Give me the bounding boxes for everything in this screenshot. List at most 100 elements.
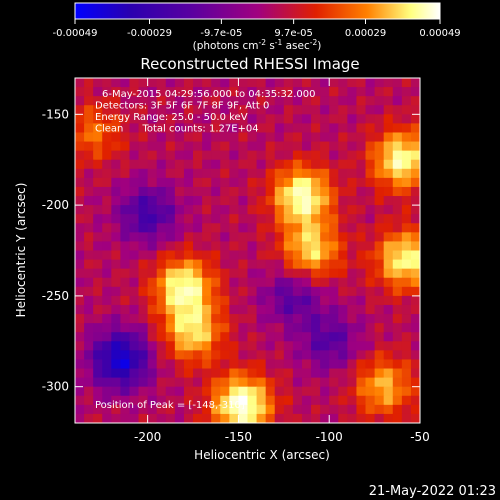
heatmap-cell (374, 323, 385, 333)
heatmap-cell (283, 295, 294, 306)
heatmap-cell (220, 87, 230, 97)
heatmap-cell (356, 286, 367, 297)
heatmap-cell (274, 168, 285, 179)
heatmap-cell (102, 359, 112, 370)
heatmap-cell (84, 413, 94, 423)
heatmap-cell (211, 105, 221, 115)
heatmap-cell (202, 150, 212, 161)
heatmap-cell (329, 286, 339, 297)
heatmap-cell (147, 78, 158, 88)
heatmap-cell (320, 132, 330, 143)
heatmap-cell (283, 232, 294, 243)
heatmap-cell (292, 150, 303, 161)
heatmap-cell (256, 123, 267, 134)
heatmap-cell (338, 295, 348, 306)
heatmap-cell (120, 359, 131, 370)
heatmap-cell (311, 96, 321, 106)
heatmap-cell (165, 359, 176, 370)
heatmap-cell (383, 386, 394, 397)
heatmap-cell (274, 350, 285, 361)
heatmap-cell (84, 259, 94, 270)
heatmap-cell (320, 114, 330, 124)
heatmap-cell (84, 268, 94, 279)
heatmap-cell (320, 377, 330, 388)
heatmap-cell (220, 404, 230, 415)
heatmap-cell (311, 413, 321, 423)
heatmap-cell (283, 368, 294, 379)
heatmap-cell (238, 323, 249, 333)
heatmap-cell (301, 150, 312, 161)
colorbar-tick-label: -0.00029 (127, 28, 172, 39)
heatmap-cell (356, 323, 367, 333)
heatmap-cell (75, 332, 85, 342)
heatmap-cell (292, 141, 303, 152)
heatmap-cell (165, 223, 176, 233)
heatmap-cell (229, 413, 240, 423)
heatmap-cell (220, 341, 230, 351)
heatmap-cell (338, 132, 348, 143)
heatmap-cell (410, 132, 420, 143)
heatmap-cell (229, 205, 240, 215)
heatmap-cell (120, 250, 131, 261)
heatmap-cell (365, 205, 376, 215)
heatmap-cell (165, 205, 176, 215)
heatmap-cell (174, 78, 185, 88)
heatmap-cell (374, 386, 385, 397)
heatmap-cell (338, 168, 348, 179)
heatmap-cell (238, 314, 249, 324)
heatmap-cell (75, 114, 85, 124)
heatmap-cell (174, 132, 185, 143)
heatmap-cell (356, 350, 367, 361)
heatmap-cell (247, 323, 258, 333)
heatmap-cell (229, 132, 240, 143)
heatmap-cell (238, 395, 249, 406)
heatmap-cell (75, 250, 85, 261)
heatmap-cell (165, 214, 176, 224)
heatmap-cell (111, 368, 121, 379)
heatmap-cell (410, 96, 420, 106)
heatmap-cell (247, 377, 258, 388)
heatmap-cell (84, 341, 94, 351)
heatmap-cell (301, 286, 312, 297)
heatmap-cell (165, 123, 176, 134)
heatmap-cell (174, 332, 185, 342)
heatmap-cell (256, 259, 267, 270)
heatmap-cell (347, 105, 358, 115)
heatmap-cell (301, 132, 312, 143)
heatmap-cell (75, 159, 85, 170)
heatmap-cell (229, 78, 240, 88)
heatmap-cell (211, 96, 221, 106)
heatmap-cell (229, 286, 240, 297)
heatmap-cell (311, 259, 321, 270)
heatmap-cell (265, 314, 276, 324)
heatmap-cell (156, 404, 167, 415)
heatmap-cell (102, 332, 112, 342)
heatmap-cell (75, 232, 85, 243)
heatmap-cell (102, 105, 112, 115)
heatmap-cell (165, 295, 176, 306)
heatmap-cell (383, 132, 394, 143)
heatmap-cell (311, 323, 321, 333)
heatmap-cell (365, 250, 376, 261)
heatmap-cell (356, 114, 367, 124)
heatmap-cell (238, 105, 249, 115)
heatmap-cell (320, 304, 330, 315)
heatmap-cell (374, 304, 385, 315)
heatmap-cell (183, 286, 194, 297)
heatmap-cell (401, 314, 412, 324)
heatmap-cell (374, 105, 385, 115)
heatmap-cell (283, 386, 294, 397)
heatmap-cell (311, 123, 321, 134)
heatmap-cell (174, 196, 185, 206)
heatmap-cell (247, 386, 258, 397)
heatmap-cell (220, 241, 230, 252)
heatmap-cell (138, 250, 149, 261)
heatmap-cell (102, 413, 112, 423)
heatmap-cell (320, 141, 330, 152)
heatmap-cell (374, 277, 385, 288)
heatmap-cell (202, 159, 212, 170)
heatmap-cell (311, 277, 321, 288)
heatmap-cell (120, 123, 131, 134)
heatmap-cell (193, 223, 203, 233)
heatmap-cell (84, 368, 94, 379)
